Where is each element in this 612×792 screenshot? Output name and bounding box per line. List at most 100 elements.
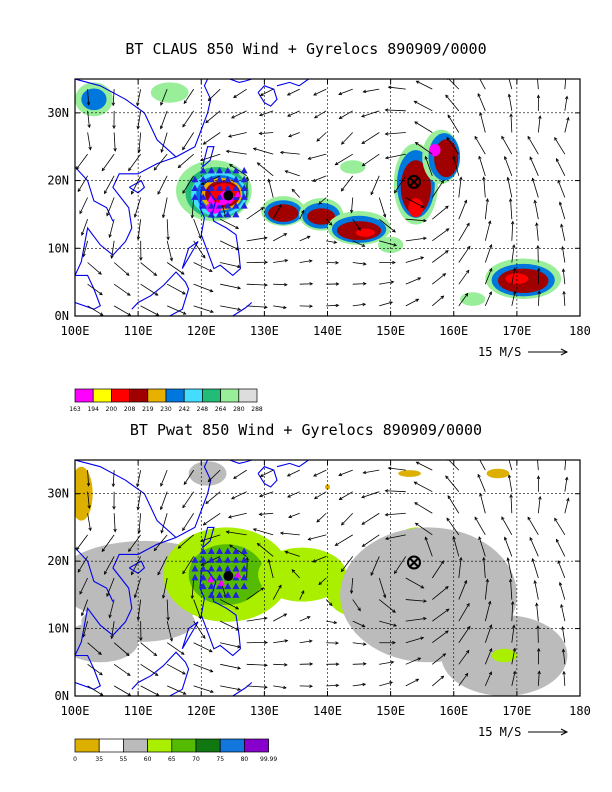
wind-vector — [182, 556, 195, 574]
wind-vector-head — [361, 140, 366, 144]
coastline — [131, 651, 190, 696]
wind-vector-head — [489, 267, 493, 272]
wind-vector — [177, 534, 194, 549]
wind-vector — [138, 132, 142, 153]
wind-vector-head — [209, 649, 213, 653]
wind-vector-head — [442, 653, 447, 657]
wind-vector-head — [537, 290, 541, 295]
wind-vector-head — [101, 167, 106, 172]
wind-vector — [458, 270, 470, 285]
wind-vector — [246, 305, 268, 308]
wind-vector-head — [564, 76, 567, 79]
wind-vector-head — [258, 113, 263, 117]
wind-vector — [458, 673, 469, 687]
wind-vector-head — [479, 492, 483, 497]
wind-vector-head — [112, 125, 116, 130]
wind-vector — [134, 197, 142, 218]
wind-vector-head — [157, 571, 161, 576]
wind-vector — [361, 110, 380, 118]
colorbar-swatch — [183, 388, 203, 403]
wind-vector-head — [267, 558, 271, 563]
wind-vector — [246, 283, 268, 286]
wind-vector-head — [466, 602, 470, 607]
wind-vector — [166, 283, 186, 295]
wind-vector-head — [538, 115, 542, 119]
wind-vector-head — [313, 495, 318, 500]
wind-vector-head — [264, 685, 268, 689]
wind-vector-head — [467, 245, 471, 250]
wind-vector — [253, 148, 274, 155]
gyre-triangle — [224, 166, 232, 174]
colorbar-swatch — [244, 738, 269, 753]
wind-vector — [193, 620, 206, 639]
colorbar-swatch — [74, 388, 94, 403]
wind-vector — [160, 110, 168, 129]
wind-vector — [432, 608, 450, 622]
wind-vector — [405, 577, 424, 589]
wind-vector — [414, 502, 433, 514]
coastline — [257, 466, 278, 488]
wind-vector — [484, 268, 492, 285]
wind-vector — [362, 534, 380, 547]
precipitable-water-shading — [491, 648, 517, 663]
wind-vector — [432, 205, 449, 220]
wind-vector-head — [340, 568, 345, 573]
wind-vector-head — [361, 624, 366, 628]
wind-vector-head — [284, 663, 288, 667]
wind-vector — [113, 685, 131, 696]
wind-vector-head — [361, 162, 366, 167]
wind-vector-head — [182, 291, 186, 295]
wind-vector-head — [159, 125, 164, 130]
wind-vector-head — [464, 672, 469, 677]
wind-vector — [140, 262, 157, 276]
wind-vector-head — [153, 166, 158, 171]
wind-vector-head — [566, 497, 570, 502]
wind-vector — [352, 218, 361, 231]
wind-vector-head — [414, 502, 418, 506]
wind-vector-head — [225, 530, 230, 534]
wind-vector — [563, 291, 566, 306]
wind-vector-head — [283, 685, 287, 690]
wind-vector-head — [318, 581, 323, 586]
wind-vector — [378, 577, 386, 598]
wind-vector — [458, 603, 470, 622]
wind-vector-head — [169, 638, 173, 642]
wind-vector — [87, 685, 104, 696]
coastline — [199, 570, 241, 657]
wind-vector-head — [477, 473, 481, 478]
wind-vector-head — [202, 254, 206, 259]
lat-label: 30N — [47, 487, 69, 501]
coastline — [229, 79, 252, 83]
wind-vector — [510, 198, 513, 220]
wind-vector — [414, 121, 433, 133]
wind-vector-head — [82, 633, 86, 638]
wind-vector-head — [177, 545, 182, 549]
wind-vector-head — [389, 301, 394, 305]
wind-vector-head — [157, 191, 161, 195]
colorbar-label: 55 — [120, 756, 128, 763]
wind-vector-head — [554, 517, 558, 522]
wind-vector-head — [256, 542, 261, 547]
wind-vector — [341, 175, 354, 192]
wind-vector — [379, 240, 397, 246]
wind-vector-head — [536, 94, 541, 99]
wind-vector-head — [512, 267, 517, 272]
wind-vector-head — [287, 494, 291, 498]
wind-vector — [229, 544, 247, 557]
wind-vector-head — [533, 579, 537, 584]
wind-vector-head — [536, 456, 539, 459]
wind-vector-head — [309, 282, 314, 286]
gyre-triangle — [232, 210, 240, 218]
wind-vector-head — [531, 177, 535, 182]
wind-vector — [81, 219, 89, 236]
colorbar-label: 264 — [215, 406, 227, 413]
wind-vector-head — [466, 222, 470, 227]
wind-vector-head — [382, 594, 387, 599]
wind-vector — [338, 469, 353, 476]
wind-vector-head — [75, 166, 80, 170]
gyre-triangle — [199, 582, 207, 590]
colorbar-swatch — [171, 738, 197, 753]
wind-vector-head — [384, 156, 389, 160]
wind-vector-head — [88, 146, 92, 151]
wind-vector-head — [362, 89, 367, 94]
